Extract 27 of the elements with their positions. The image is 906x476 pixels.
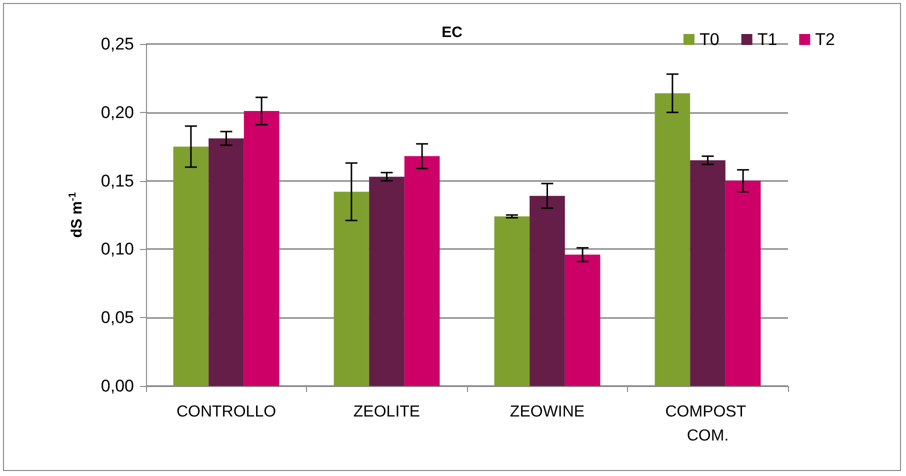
bar: [173, 146, 209, 386]
bar: [564, 254, 600, 386]
bar: [654, 93, 690, 386]
legend-label: T1: [757, 30, 778, 49]
bar: [334, 192, 370, 386]
bar: [530, 196, 565, 386]
y-tick-label: 0,05: [100, 308, 134, 328]
legend-label: T2: [815, 30, 836, 49]
y-axis-title: dS m-1: [68, 192, 86, 238]
bar: [404, 156, 440, 386]
y-tick-label: 0,00: [100, 376, 134, 396]
y-tick-label: 0,20: [100, 102, 134, 122]
x-tick-label: ZEOLITE: [353, 404, 420, 420]
bar: [244, 111, 280, 386]
legend-label: T0: [699, 30, 720, 49]
y-tick-label: 0,15: [100, 171, 134, 190]
x-tick-label: CONTROLLO: [176, 404, 276, 420]
chart-title: EC: [442, 24, 463, 41]
bar: [725, 180, 761, 386]
x-tick-label: ZEOWINE: [510, 404, 585, 420]
bar: [494, 216, 530, 386]
bar: [369, 176, 404, 386]
bar: [208, 138, 244, 386]
y-tick-label: 0,10: [100, 240, 134, 259]
y-tick-label: 0,25: [100, 34, 134, 54]
x-tick-label: COMPOST COM.: [665, 404, 750, 444]
bar: [690, 160, 726, 386]
